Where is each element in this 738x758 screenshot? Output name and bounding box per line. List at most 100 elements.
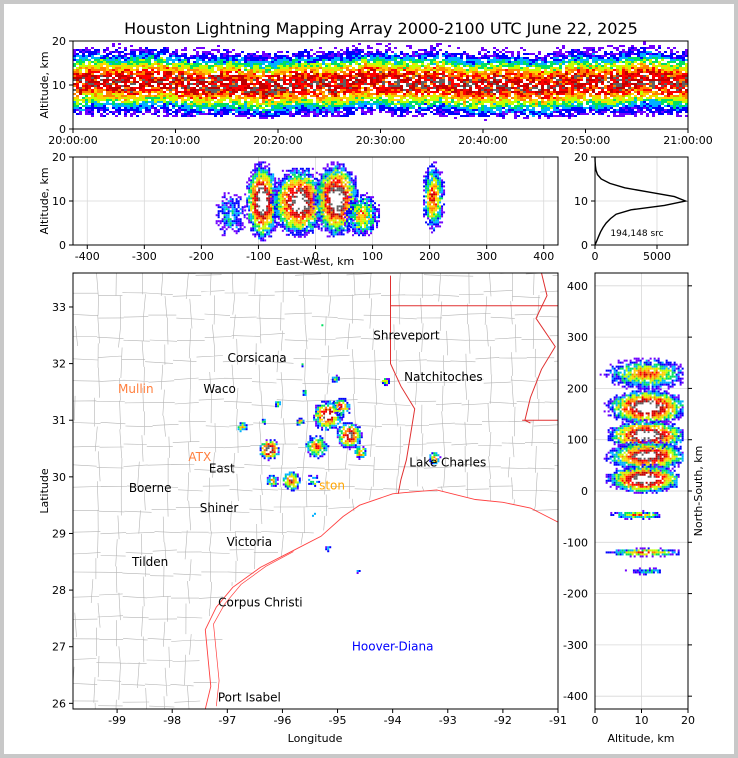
place-label: Shiner: [200, 501, 239, 515]
x-tick-label: 21:00:00: [663, 134, 712, 147]
y-tick-label: 29: [52, 527, 66, 540]
lightning-cluster: [429, 452, 442, 465]
figure-frame: Houston Lightning Mapping Array 2000-210…: [4, 4, 734, 754]
x-tick-label: -91: [549, 714, 567, 727]
ew-height-panel: -400 -300 -200 -100 0 100 200 300 400 0 10 20 Altit…: [38, 151, 559, 268]
x-tick-label: -94: [384, 714, 402, 727]
x-tick-label: 0: [592, 250, 599, 263]
lightning-cluster: [261, 418, 266, 425]
plan-view-map: Shreveport Corsicana Mullin Waco Natchitoche…: [73, 273, 558, 709]
x-tick-label: -93: [439, 714, 457, 727]
state-boundary: [524, 273, 556, 424]
lightning-cluster: [356, 570, 361, 575]
lightning-cluster: [296, 417, 305, 426]
y-tick-label: -200: [563, 588, 588, 601]
ns-cluster: [599, 357, 684, 390]
state-boundary: [390, 275, 558, 307]
x-tick-label: 200: [419, 250, 440, 263]
ns-cluster: [603, 388, 684, 425]
plan-view-ylabel: Latitude: [38, 468, 51, 514]
ns-cluster: [605, 547, 680, 558]
ns-cluster: [624, 567, 661, 576]
ns-height-ticks: 0 10 20 -400 -300 -200 -100 0 100 200 300 400: [563, 280, 695, 727]
ew-cluster: [312, 161, 359, 238]
y-tick-label: 28: [52, 584, 66, 597]
lightning-cluster: [282, 471, 301, 492]
time-height-ylabel: Altitude, km: [38, 51, 51, 118]
y-tick-label: 300: [567, 331, 588, 344]
place-label: Waco: [203, 382, 235, 396]
lma-figure: Houston Lightning Mapping Array 2000-210…: [38, 19, 713, 745]
y-tick-label: 30: [52, 471, 66, 484]
place-label: Hoover-Diana: [352, 640, 434, 654]
plan-view-ticks: -99 -98 -97 -96 -95 -94 -93 -92 -91 26 27 28 29 30 31 3…: [52, 301, 567, 727]
place-label: Corsicana: [228, 351, 287, 365]
y-tick-label: 0: [581, 239, 588, 252]
y-tick-label: 10: [574, 195, 588, 208]
x-tick-label: -97: [218, 714, 236, 727]
time-height-ticks: 20:00:00 20:10:00 20:20:00 20:30:00 20:40:00…: [48, 35, 712, 147]
county-boundaries: [73, 273, 558, 709]
place-label: East: [209, 461, 235, 475]
plan-view-xlabel: Longitude: [288, 732, 343, 745]
x-tick-label: -99: [108, 714, 126, 727]
x-tick-label: 0: [312, 250, 319, 263]
ns-cluster: [610, 509, 661, 520]
source-count-annotation: 194,148 src: [610, 229, 663, 239]
x-tick-label: -98: [163, 714, 181, 727]
coastline: [204, 489, 558, 709]
x-tick-label: 20:10:00: [151, 134, 200, 147]
y-tick-label: 400: [567, 280, 588, 293]
place-label: ston: [319, 478, 345, 492]
lightning-cluster: [354, 446, 367, 461]
x-tick-label: 20:50:00: [561, 134, 610, 147]
time-height-panel: 20:00:00 20:10:00 20:20:00 20:30:00 20:40:00…: [38, 35, 713, 147]
ns-height-ylabel: North-South, km: [692, 446, 705, 537]
x-tick-label: -400: [75, 250, 100, 263]
x-tick-label: 0: [592, 714, 599, 727]
ew-cluster: [344, 192, 381, 237]
ew-height-ticks: -400 -300 -200 -100 0 100 200 300 400 0 10 20: [52, 151, 554, 263]
place-label: Lake Charles: [409, 456, 486, 470]
x-tick-label: -95: [329, 714, 347, 727]
y-tick-label: 0: [59, 123, 66, 136]
lightning-cluster: [381, 378, 390, 387]
x-tick-label: -92: [494, 714, 512, 727]
ew-cluster: [244, 161, 281, 242]
y-tick-label: -100: [563, 536, 588, 549]
y-tick-label: 26: [52, 697, 66, 710]
ns-cluster: [605, 463, 680, 494]
y-tick-label: 33: [52, 301, 66, 314]
ns-height-density: [594, 273, 689, 709]
ns-height-xlabel: Altitude, km: [607, 732, 674, 745]
x-tick-label: 20:40:00: [458, 134, 507, 147]
y-tick-label: 20: [52, 35, 66, 48]
y-tick-label: 0: [581, 485, 588, 498]
x-tick-label: -300: [132, 250, 157, 263]
histogram-ticks: 0 5000 0 10 20: [574, 151, 671, 263]
lightning-cluster: [311, 512, 316, 517]
place-label: Mullin: [118, 382, 154, 396]
ew-height-xlabel: East-West, km: [276, 255, 354, 268]
y-tick-label: -400: [563, 690, 588, 703]
x-tick-label: 5000: [643, 250, 671, 263]
x-tick-label: 400: [533, 250, 554, 263]
lightning-cluster: [275, 401, 282, 408]
time-height-density: [73, 41, 688, 121]
lightning-cluster: [332, 397, 351, 418]
place-label: Port Isabel: [218, 691, 281, 705]
x-tick-label: 10: [635, 714, 649, 727]
ew-cluster: [215, 192, 246, 237]
lightning-cluster: [301, 363, 304, 368]
x-tick-label: 20: [681, 714, 695, 727]
y-tick-label: 27: [52, 641, 66, 654]
lightning-cluster: [331, 374, 340, 383]
lightning-cluster: [305, 435, 330, 460]
x-tick-label: 100: [362, 250, 383, 263]
plan-view-frame: [72, 272, 559, 710]
y-tick-label: 20: [52, 151, 66, 164]
lightning-cluster: [237, 422, 248, 433]
place-label: Corpus Christi: [218, 596, 303, 610]
plan-view-panel: Shreveport Corsicana Mullin Waco Natchitoche…: [38, 272, 567, 745]
y-tick-label: 0: [59, 239, 66, 252]
